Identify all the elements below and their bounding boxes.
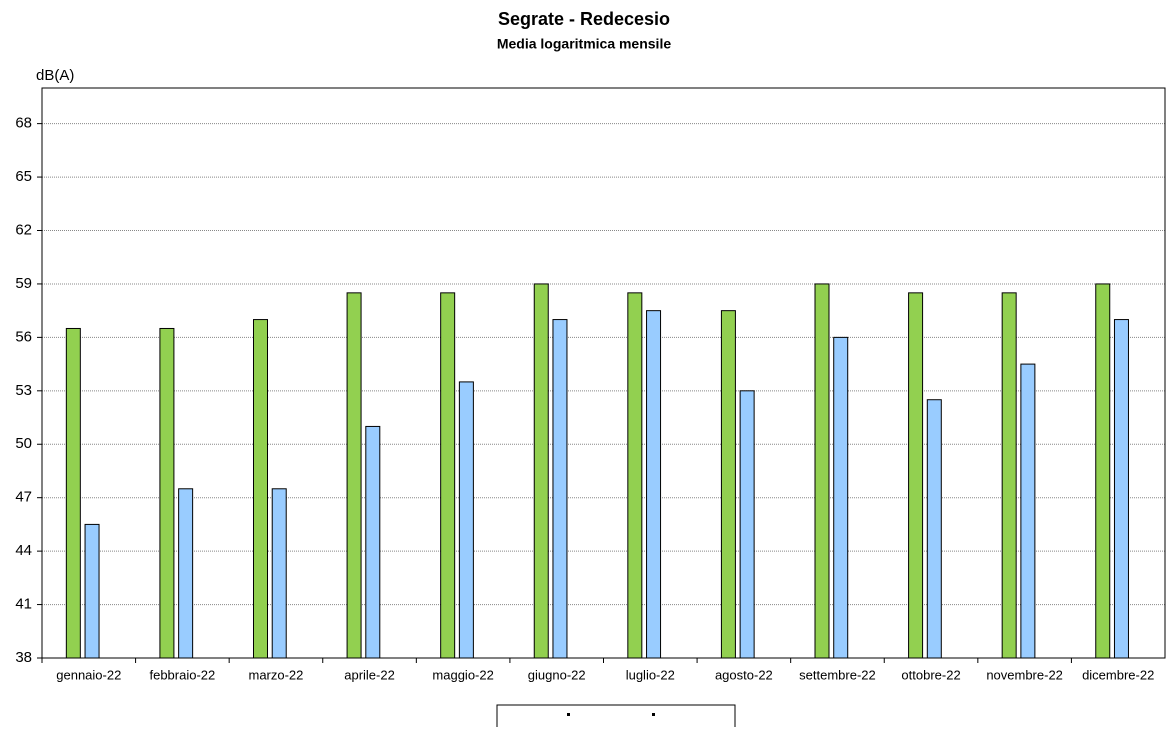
bar (833, 336, 849, 659)
x-tick-label: gennaio-22 (56, 667, 121, 682)
y-tick-label: 50 (15, 435, 32, 452)
chart-title: Segrate - Redecesio (498, 9, 670, 29)
bar (440, 292, 456, 659)
bar (926, 399, 942, 659)
bar (739, 390, 755, 659)
x-tick-label: luglio-22 (626, 667, 675, 682)
y-tick-label: 68 (15, 115, 32, 132)
x-tick-label: marzo-22 (248, 667, 303, 682)
y-tick-label: 53 (15, 382, 32, 399)
y-tick-label: 38 (15, 649, 32, 666)
legend (496, 704, 736, 732)
bar (84, 523, 100, 659)
bar (1001, 292, 1017, 659)
bar (178, 488, 194, 659)
bar (65, 327, 81, 659)
legend-swatch (652, 713, 655, 716)
bar (159, 327, 175, 659)
bar (271, 488, 287, 659)
bar (1113, 319, 1129, 659)
bar (814, 283, 830, 659)
x-tick-label: novembre-22 (986, 667, 1063, 682)
bar (458, 381, 474, 659)
y-axis-label: dB(A) (36, 67, 74, 84)
y-tick-label: 47 (15, 489, 32, 506)
x-tick-label: ottobre-22 (901, 667, 960, 682)
x-tick-label: agosto-22 (715, 667, 773, 682)
bar (533, 283, 549, 659)
plot-frame (41, 87, 1166, 659)
bar (908, 292, 924, 659)
y-tick-label: 65 (15, 168, 32, 185)
bar (252, 319, 268, 659)
x-tick-label: febbraio-22 (149, 667, 215, 682)
y-tick-label: 44 (15, 542, 32, 559)
x-tick-label: aprile-22 (344, 667, 395, 682)
bar (346, 292, 362, 659)
bar (365, 425, 381, 659)
chart-subtitle: Media logaritmica mensile (497, 36, 671, 52)
bar (720, 310, 736, 659)
bar (627, 292, 643, 659)
y-tick-label: 62 (15, 221, 32, 238)
bar (646, 310, 662, 659)
y-tick-label: 59 (15, 275, 32, 292)
bar (1095, 283, 1111, 659)
bar (552, 319, 568, 659)
x-tick-label: maggio-22 (432, 667, 493, 682)
x-tick-label: settembre-22 (799, 667, 876, 682)
legend-swatch (567, 713, 570, 716)
x-tick-label: giugno-22 (528, 667, 586, 682)
x-tick-label: dicembre-22 (1082, 667, 1154, 682)
bar (1020, 363, 1036, 659)
y-tick-label: 41 (15, 596, 32, 613)
y-tick-label: 56 (15, 328, 32, 345)
